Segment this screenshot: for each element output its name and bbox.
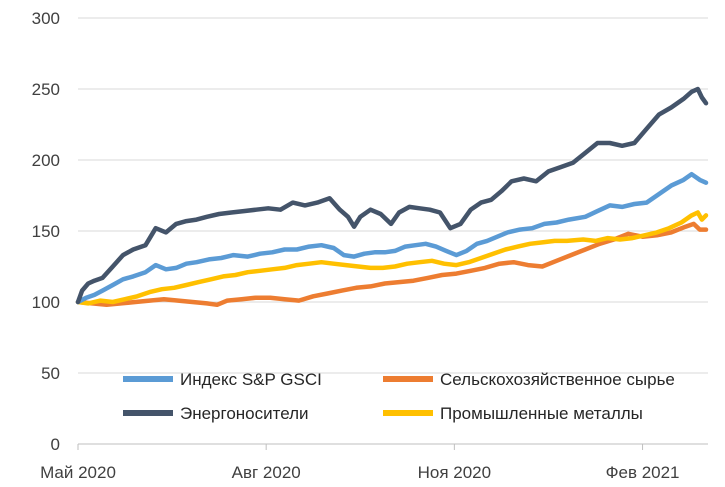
series-line <box>75 86 709 305</box>
x-tick-label: Авг 2020 <box>232 463 301 482</box>
legend: Индекс S&P GSCI Сельскохозяйственное сырь… <box>123 370 675 423</box>
x-tick-label: Фев 2021 <box>606 463 680 482</box>
series-line <box>75 221 709 308</box>
legend-label: Энергоносители <box>180 404 309 423</box>
y-tick-label: 50 <box>41 364 60 383</box>
y-axis-tick-labels: 0 50 100 150 200 250 300 <box>32 9 60 454</box>
x-tick-label: Ноя 2020 <box>418 463 491 482</box>
series-line <box>75 210 709 306</box>
x-axis: Май 2020 Авг 2020 Ноя 2020 Фев 2021 <box>40 443 708 482</box>
y-tick-label: 100 <box>32 293 60 312</box>
series-line <box>75 171 709 305</box>
y-tick-label: 0 <box>51 435 60 454</box>
y-tick-label: 300 <box>32 9 60 28</box>
y-tick-label: 200 <box>32 151 60 170</box>
y-tick-label: 250 <box>32 80 60 99</box>
series-lines <box>75 86 709 308</box>
legend-label: Индекс S&P GSCI <box>180 370 322 389</box>
gridlines <box>78 17 708 374</box>
x-tick-label: Май 2020 <box>40 463 116 482</box>
legend-label: Промышленные металлы <box>440 404 643 423</box>
legend-label: Сельскохозяйственное сырье <box>440 370 675 389</box>
y-tick-label: 150 <box>32 222 60 241</box>
